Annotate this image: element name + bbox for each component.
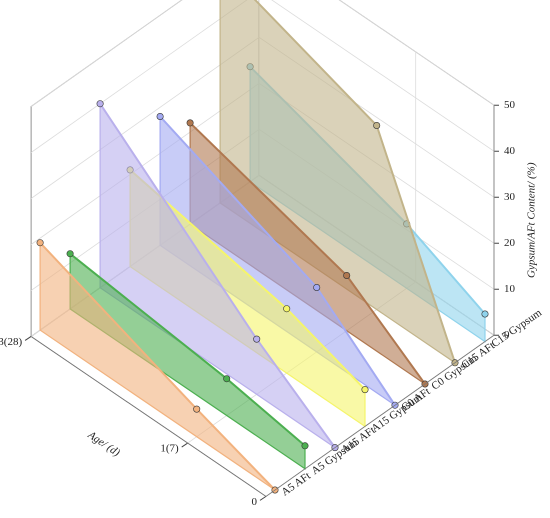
data-point [283, 305, 291, 313]
series-label: A5 Gypsum [309, 437, 360, 478]
data-point [481, 310, 489, 318]
data-point [373, 122, 381, 130]
x-axis-title: Age/ (d) [85, 428, 122, 459]
data-point [343, 271, 351, 279]
grid-line [30, 0, 495, 107]
data-point [361, 386, 369, 394]
x-tick [259, 495, 267, 501]
x-tick-label: 0 [252, 496, 258, 508]
data-point [66, 250, 74, 258]
x-tick-label: 3(28) [0, 336, 22, 348]
z-tick-label: 50 [504, 99, 516, 111]
x-tick-label: 1(7) [160, 443, 179, 455]
x-tick [181, 442, 188, 448]
data-point [186, 119, 194, 127]
data-point [313, 283, 321, 291]
data-point [36, 239, 44, 247]
series-label: C15 Gypsum [489, 307, 544, 351]
z-tick-label: 10 [504, 283, 516, 295]
data-point [156, 113, 164, 121]
series-label: C0 Gypsum [429, 352, 480, 392]
data-point [253, 335, 261, 343]
data-point [193, 405, 201, 413]
data-point [301, 442, 309, 450]
z-tick-label: 20 [504, 237, 516, 249]
x-tick [24, 336, 32, 341]
series-label: A15 Gypsum [369, 391, 425, 435]
series-label: A5 AFt [279, 470, 313, 499]
data-point [96, 100, 104, 108]
axis-edge [30, 105, 495, 497]
z-tick-label: 30 [504, 191, 516, 203]
z-tick-label: 0 [504, 329, 510, 341]
z-tick-label: 40 [504, 145, 516, 157]
data-point [223, 375, 231, 383]
z-axis-title: Gypsum/AFt Content/ (%) [526, 162, 538, 278]
